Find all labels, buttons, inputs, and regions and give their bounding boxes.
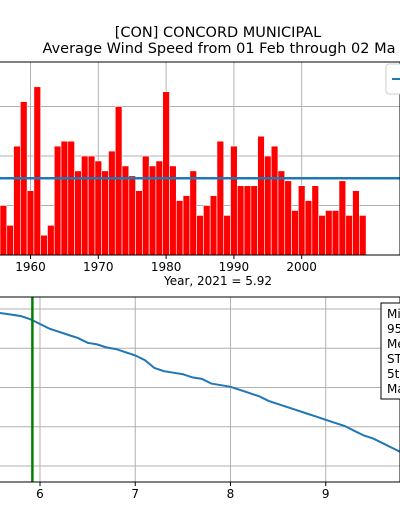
bar-1982 xyxy=(175,200,184,256)
bottom-legend-entry: Ma xyxy=(387,382,400,396)
top-tick-label: 1960 xyxy=(15,260,46,274)
bar-1970 xyxy=(94,160,102,256)
bottom-legend-entry: Mi xyxy=(387,307,400,321)
bar-1986 xyxy=(203,205,211,256)
top-x-axis-label: Year, 2021 = 5.92 xyxy=(163,274,272,288)
bottom-chart: 6 7 8 9 Mi95MeST5tMa xyxy=(0,296,400,501)
bar-1987 xyxy=(209,195,218,256)
bar-1988 xyxy=(216,140,225,256)
bottom-legend-box xyxy=(380,302,400,400)
bottom-legend-entries: Mi95MeST5tMa xyxy=(387,307,400,396)
bar-1958 xyxy=(13,145,21,256)
bottom-legend-entry: 95 xyxy=(387,322,400,336)
bar-1985 xyxy=(196,215,204,256)
bar-1979 xyxy=(155,160,164,256)
bar-1996 xyxy=(270,145,279,256)
bar-2009 xyxy=(359,215,367,256)
bar-1960 xyxy=(26,190,35,256)
bar-1962 xyxy=(40,234,48,256)
bar-1968 xyxy=(81,155,89,256)
bar-2005 xyxy=(331,210,340,256)
top-chart: 1960 1970 1980 1990 2000 Year, 2021 = 5.92 xyxy=(0,61,400,288)
bar-1961 xyxy=(33,86,41,256)
bottom-plot-frame xyxy=(0,296,400,483)
bar-1995 xyxy=(264,155,272,256)
bottom-x-ticks: 6 7 8 9 xyxy=(36,482,330,501)
bar-1983 xyxy=(182,195,191,256)
top-tick-label: 2000 xyxy=(286,260,317,274)
bottom-legend-entry: Me xyxy=(387,337,400,351)
top-tick-label: 1970 xyxy=(83,260,114,274)
bar-1990 xyxy=(230,145,238,256)
bar-1997 xyxy=(277,170,286,256)
bar-1972 xyxy=(108,150,116,256)
bar-1994 xyxy=(257,135,265,256)
bar-2003 xyxy=(318,215,326,256)
bar-1956 xyxy=(0,205,8,256)
bar-2008 xyxy=(352,190,360,256)
bottom-legend-entry: ST xyxy=(387,352,400,366)
top-x-ticks: 1960 1970 1980 1990 2000 xyxy=(15,255,317,274)
bar-1963 xyxy=(47,225,55,256)
bar-2001 xyxy=(304,200,313,256)
bar-1993 xyxy=(250,185,258,256)
chart-title: [CON] CONCORD MUNICIPAL xyxy=(115,25,322,41)
bar-1989 xyxy=(223,215,231,256)
top-tick-label: 1980 xyxy=(151,260,182,274)
bar-1975 xyxy=(128,175,136,256)
bar-1976 xyxy=(135,190,143,256)
bottom-tick-label: 6 xyxy=(36,487,44,501)
chart-subtitle: Average Wind Speed from 01 Feb through 0… xyxy=(43,41,396,57)
bottom-tick-label: 8 xyxy=(227,487,235,501)
bar-2002 xyxy=(311,185,319,256)
bar-2006 xyxy=(338,180,347,256)
bar-1965 xyxy=(60,140,69,256)
bottom-tick-label: 9 xyxy=(322,487,330,501)
bar-1971 xyxy=(101,170,109,256)
bar-1969 xyxy=(87,155,96,256)
bar-1998 xyxy=(284,180,292,256)
bar-1999 xyxy=(291,210,299,256)
top-bars xyxy=(0,86,367,256)
bar-1973 xyxy=(114,106,123,256)
top-plot-frame xyxy=(0,61,400,256)
bar-1966 xyxy=(67,140,75,256)
bottom-legend-entry: 5t xyxy=(387,367,400,381)
top-tick-label: 1990 xyxy=(219,260,250,274)
bar-2000 xyxy=(298,185,306,256)
exceedance-curve xyxy=(0,312,400,453)
bar-1991 xyxy=(236,185,245,256)
bar-1957 xyxy=(6,225,14,256)
bar-1964 xyxy=(53,145,62,256)
bar-1967 xyxy=(74,170,82,256)
bottom-tick-label: 7 xyxy=(131,487,139,501)
bar-1977 xyxy=(142,155,150,256)
bottom-gridlines xyxy=(0,297,400,482)
bar-2004 xyxy=(325,210,333,256)
bar-1980 xyxy=(162,91,170,256)
bar-2007 xyxy=(345,215,353,256)
bar-1992 xyxy=(243,185,252,256)
bar-1984 xyxy=(189,170,197,256)
